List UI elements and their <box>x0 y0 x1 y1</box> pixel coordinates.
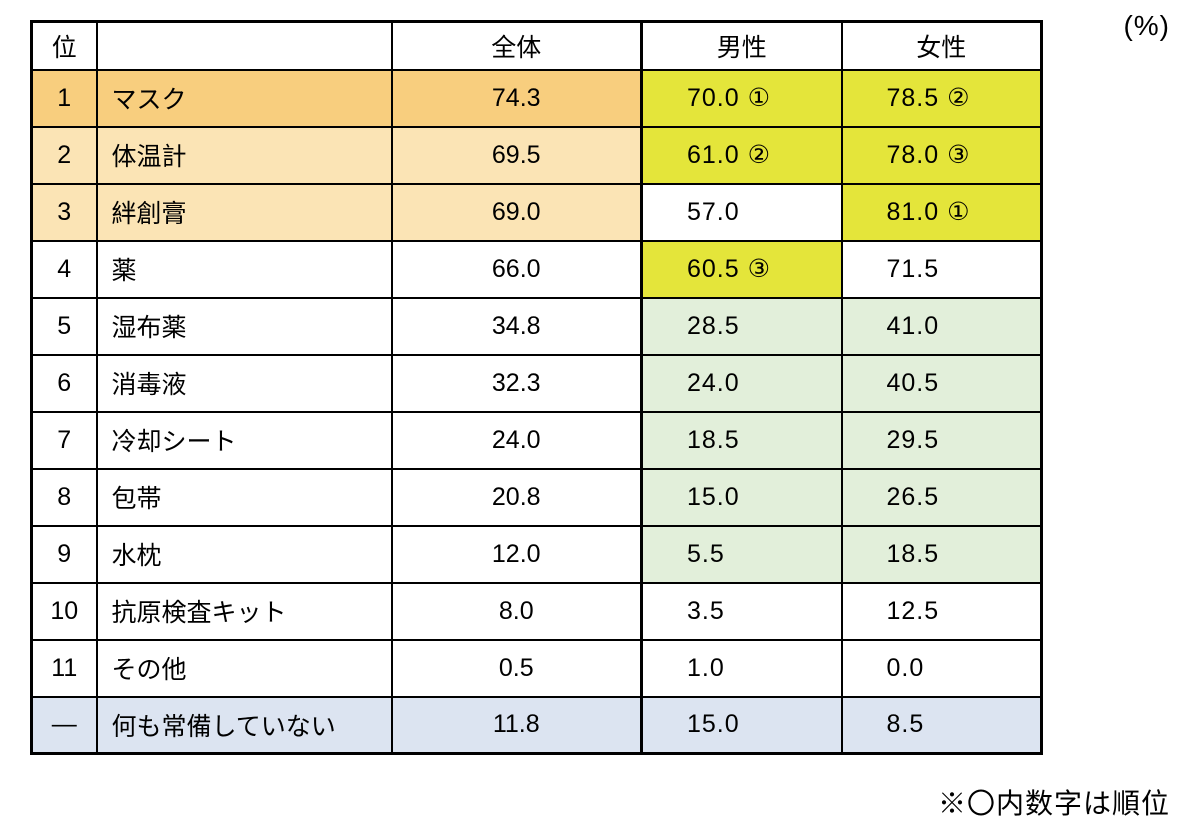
item-cell: マスク <box>95 68 393 128</box>
table-row: 3 絆創膏 69.0 57.0 81.0 ① <box>30 182 1043 242</box>
header-row: 位 全体 男性 女性 <box>30 20 1043 71</box>
overall-cell: 0.5 <box>390 638 643 698</box>
overall-cell: 69.0 <box>390 182 643 242</box>
overall-cell: 24.0 <box>390 410 643 470</box>
female-cell: 12.5 <box>840 581 1043 641</box>
rank-cell: 9 <box>30 524 98 584</box>
rank-cell: 1 <box>30 68 98 128</box>
rank-cell: 7 <box>30 410 98 470</box>
rank-cell: — <box>30 695 98 755</box>
item-cell: 体温計 <box>95 125 393 185</box>
female-cell: 0.0 <box>840 638 1043 698</box>
overall-cell: 11.8 <box>390 695 643 755</box>
male-cell: 1.0 <box>640 638 843 698</box>
table-row: 11 その他 0.5 1.0 0.0 <box>30 638 1043 698</box>
overall-cell: 8.0 <box>390 581 643 641</box>
table-row: 5 湿布薬 34.8 28.5 41.0 <box>30 296 1043 356</box>
male-cell: 57.0 <box>640 182 843 242</box>
rank-cell: 5 <box>30 296 98 356</box>
header-item <box>95 20 393 71</box>
header-overall: 全体 <box>390 20 643 71</box>
header-rank: 位 <box>30 20 98 71</box>
male-cell: 61.0 ② <box>640 125 843 185</box>
female-cell: 8.5 <box>840 695 1043 755</box>
rank-cell: 4 <box>30 239 98 299</box>
male-cell: 3.5 <box>640 581 843 641</box>
male-cell: 15.0 <box>640 467 843 527</box>
rank-cell: 8 <box>30 467 98 527</box>
male-cell: 15.0 <box>640 695 843 755</box>
item-cell: 消毒液 <box>95 353 393 413</box>
female-cell: 81.0 ① <box>840 182 1043 242</box>
rank-cell: 3 <box>30 182 98 242</box>
table-row: 2 体温計 69.5 61.0 ② 78.0 ③ <box>30 125 1043 185</box>
female-cell: 29.5 <box>840 410 1043 470</box>
ranking-table: 位 全体 男性 女性 1 マスク 74.3 70.0 ① 78.5 ② 2 体温… <box>30 20 1043 755</box>
male-cell: 18.5 <box>640 410 843 470</box>
item-cell: 水枕 <box>95 524 393 584</box>
item-cell: 抗原検査キット <box>95 581 393 641</box>
overall-cell: 32.3 <box>390 353 643 413</box>
header-female: 女性 <box>840 20 1043 71</box>
table-row: 7 冷却シート 24.0 18.5 29.5 <box>30 410 1043 470</box>
female-cell: 41.0 <box>840 296 1043 356</box>
rank-cell: 2 <box>30 125 98 185</box>
table-row: 1 マスク 74.3 70.0 ① 78.5 ② <box>30 68 1043 128</box>
footnote: ※〇内数字は順位 <box>937 787 1170 820</box>
item-cell: 薬 <box>95 239 393 299</box>
overall-cell: 66.0 <box>390 239 643 299</box>
table-row: 10 抗原検査キット 8.0 3.5 12.5 <box>30 581 1043 641</box>
female-cell: 18.5 <box>840 524 1043 584</box>
table-row: 9 水枕 12.0 5.5 18.5 <box>30 524 1043 584</box>
item-cell: その他 <box>95 638 393 698</box>
male-cell: 5.5 <box>640 524 843 584</box>
rank-cell: 6 <box>30 353 98 413</box>
male-cell: 24.0 <box>640 353 843 413</box>
overall-cell: 20.8 <box>390 467 643 527</box>
item-cell: 包帯 <box>95 467 393 527</box>
female-cell: 78.5 ② <box>840 68 1043 128</box>
overall-cell: 12.0 <box>390 524 643 584</box>
overall-cell: 69.5 <box>390 125 643 185</box>
overall-cell: 74.3 <box>390 68 643 128</box>
table-row: 4 薬 66.0 60.5 ③ 71.5 <box>30 239 1043 299</box>
rank-cell: 11 <box>30 638 98 698</box>
male-cell: 70.0 ① <box>640 68 843 128</box>
female-cell: 71.5 <box>840 239 1043 299</box>
item-cell: 冷却シート <box>95 410 393 470</box>
header-male: 男性 <box>640 20 843 71</box>
item-cell: 何も常備していない <box>95 695 393 755</box>
item-cell: 絆創膏 <box>95 182 393 242</box>
male-cell: 60.5 ③ <box>640 239 843 299</box>
male-cell: 28.5 <box>640 296 843 356</box>
rank-cell: 10 <box>30 581 98 641</box>
female-cell: 40.5 <box>840 353 1043 413</box>
female-cell: 78.0 ③ <box>840 125 1043 185</box>
item-cell: 湿布薬 <box>95 296 393 356</box>
table-row: 8 包帯 20.8 15.0 26.5 <box>30 467 1043 527</box>
female-cell: 26.5 <box>840 467 1043 527</box>
unit-label: (%) <box>1123 10 1170 41</box>
table-row: 6 消毒液 32.3 24.0 40.5 <box>30 353 1043 413</box>
overall-cell: 34.8 <box>390 296 643 356</box>
table-row: — 何も常備していない 11.8 15.0 8.5 <box>30 695 1043 755</box>
